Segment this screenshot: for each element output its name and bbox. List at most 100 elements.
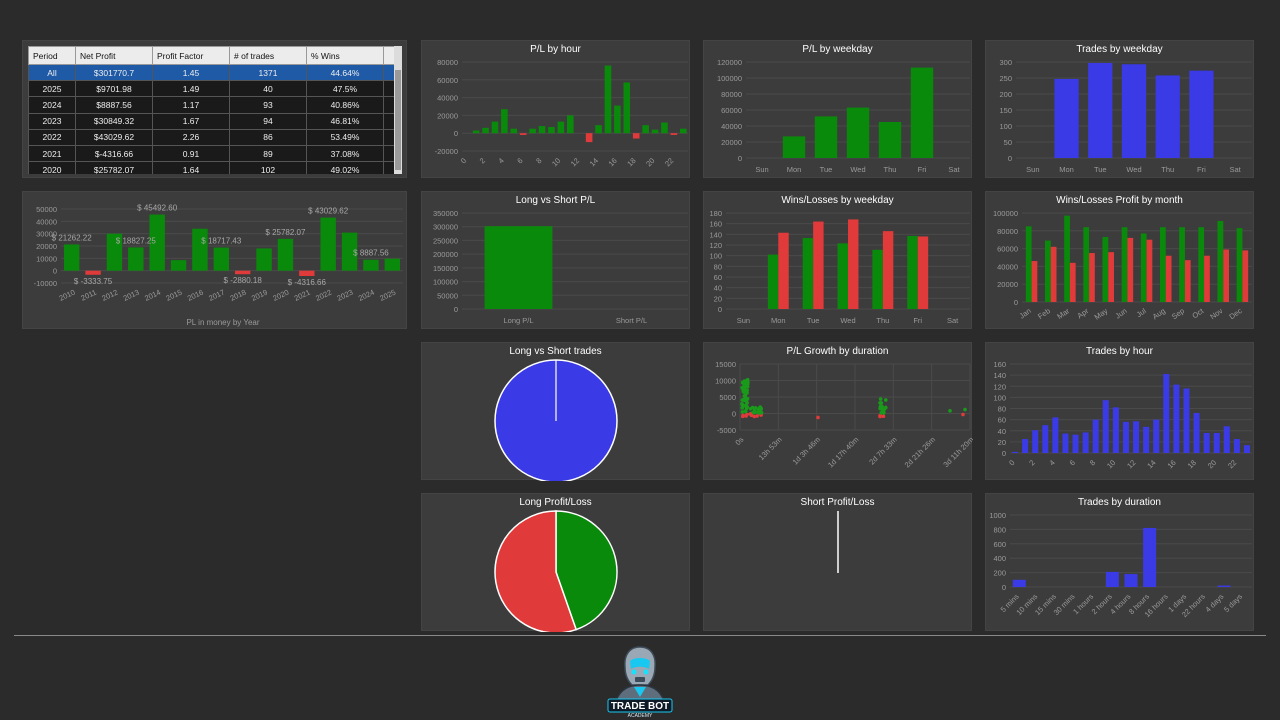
table-cell: 47.5% — [307, 81, 384, 97]
bar — [680, 129, 687, 133]
col-header-trades[interactable]: # of trades — [230, 47, 307, 65]
data-label: $ 8887.56 — [353, 249, 389, 258]
bar — [1173, 385, 1179, 453]
y-tick-label: 100000 — [717, 74, 742, 83]
table-row[interactable]: 2020 $25782.07 1.64 102 49.02% — [29, 162, 395, 174]
scatter-point — [744, 403, 748, 407]
stats-table-wrap[interactable]: Period Net Profit Profit Factor # of tra… — [28, 46, 402, 174]
scatter-point — [879, 411, 883, 415]
col-header-spacer — [384, 47, 395, 65]
table-row[interactable]: 2023 $30849.32 1.67 94 46.81% — [29, 113, 395, 129]
y-tick-label: 60000 — [437, 76, 458, 85]
y-tick-label: 80 — [998, 405, 1006, 414]
data-label: $ -2880.18 — [224, 276, 263, 285]
x-tick-label: Tue — [807, 316, 820, 325]
scatter-point — [741, 410, 745, 414]
table-cell: 44.64% — [307, 65, 384, 81]
table-row[interactable]: 2024 $8887.56 1.17 93 40.86% — [29, 97, 395, 113]
y-tick-label: -5000 — [717, 426, 736, 435]
x-tick-label: Fri — [1197, 165, 1206, 174]
x-tick-label: Jul — [1135, 306, 1148, 319]
win-bar — [1045, 241, 1051, 302]
y-tick-label: 5000 — [719, 393, 736, 402]
x-tick-label: Jan — [1018, 306, 1033, 320]
data-label: $ 18827.25 — [116, 236, 157, 245]
table-cell: 102 — [230, 162, 307, 174]
data-label: $ 25782.07 — [265, 228, 306, 237]
x-tick-label: 0s — [733, 435, 745, 447]
data-label: $ 43029.62 — [308, 207, 349, 216]
x-tick-label: 22 — [663, 156, 675, 168]
x-tick-label: Long P/L — [503, 316, 533, 325]
table-row[interactable]: All $301770.7 1.45 1371 44.64% — [29, 65, 395, 81]
y-tick-label: 600 — [993, 540, 1006, 549]
x-tick-label: 4 — [1047, 458, 1056, 467]
bar — [482, 128, 489, 133]
y-tick-label: 250 — [999, 74, 1012, 83]
win-bar — [803, 238, 813, 309]
x-tick-label: 20 — [1206, 458, 1218, 470]
bar — [1073, 435, 1079, 453]
x-tick-label: 2d 7h 33m — [867, 435, 898, 466]
y-tick-label: 100 — [709, 252, 722, 261]
scatter-point — [753, 411, 757, 415]
table-cell: 53.49% — [307, 129, 384, 145]
y-tick-label: 120 — [993, 382, 1006, 391]
bar — [64, 244, 79, 270]
trades-duration-panel: Trades by duration 1000 800 600 400 200 0 5 mi… — [985, 493, 1254, 631]
x-tick-label: Mon — [787, 165, 802, 174]
scatter-point — [878, 401, 882, 405]
pl-by-year-panel: 50000 40000 30000 20000 10000 0 -10000 $ 21262.… — [22, 191, 407, 329]
loss-bar — [1127, 238, 1133, 302]
scatter-point — [816, 416, 820, 420]
col-header-profit-factor[interactable]: Profit Factor — [153, 47, 230, 65]
bar — [586, 133, 593, 142]
col-header-wins[interactable]: % Wins — [307, 47, 384, 65]
bar — [1143, 427, 1149, 453]
table-row[interactable]: 2021 $-4316.66 0.91 89 37.08% — [29, 145, 395, 161]
y-tick-label: 150 — [999, 106, 1012, 115]
bar — [1218, 586, 1231, 587]
x-tick-label: 14 — [588, 156, 600, 168]
table-row[interactable]: 2025 $9701.98 1.49 40 47.5% — [29, 81, 395, 97]
x-tick-label: Aug — [1151, 306, 1167, 321]
x-tick-label: 22 — [1226, 458, 1238, 470]
bar — [1204, 433, 1210, 453]
y-tick-label: 1000 — [989, 511, 1006, 520]
table-cell: 2021 — [29, 145, 76, 161]
x-tick-label: 10 — [550, 156, 562, 168]
col-header-net-profit[interactable]: Net Profit — [76, 47, 153, 65]
x-tick-label: 2020 — [271, 288, 290, 303]
scatter-point — [879, 397, 883, 401]
x-tick-label: 16 — [607, 156, 619, 168]
bar — [1088, 63, 1112, 158]
x-tick-label: 2017 — [207, 288, 226, 303]
table-scrollbar[interactable] — [394, 46, 402, 174]
bar — [652, 130, 659, 134]
x-tick-label: 6 — [515, 156, 524, 165]
table-cell: 1.67 — [153, 113, 230, 129]
y-tick-label: 140 — [709, 230, 722, 239]
scatter-point — [963, 408, 967, 412]
bar — [1042, 425, 1048, 453]
col-header-period[interactable]: Period — [29, 47, 76, 65]
pl-by-weekday-panel: P/L by weekday 120000 100000 80000 60000 400… — [703, 40, 972, 178]
scrollbar-thumb[interactable] — [395, 70, 401, 170]
table-row[interactable]: 2022 $43029.62 2.26 86 53.49% — [29, 129, 395, 145]
bar — [1133, 421, 1139, 453]
table-cell: 40 — [230, 81, 307, 97]
x-tick-label: Fri — [918, 165, 927, 174]
win-bar — [1179, 227, 1185, 302]
bar — [520, 133, 527, 135]
x-tick-label: 2012 — [100, 288, 119, 303]
scatter-point — [740, 406, 744, 410]
bar — [171, 260, 186, 270]
win-bar — [1064, 216, 1070, 302]
pl-by-hour-chart: 800006000040000200000-200000 2 4 6 8 10 12 14 16… — [422, 41, 691, 179]
y-tick-label: 180 — [709, 209, 722, 218]
y-tick-label: 10000 — [715, 377, 736, 386]
long-pl-chart — [422, 494, 691, 632]
trades-by-hour-chart: 160 140 120 100 80 60 40 20 00 2 4 6 8 10 12 14 16 18 20 22 — [986, 343, 1255, 481]
bar — [567, 115, 574, 133]
table-cell-spacer — [384, 65, 395, 81]
